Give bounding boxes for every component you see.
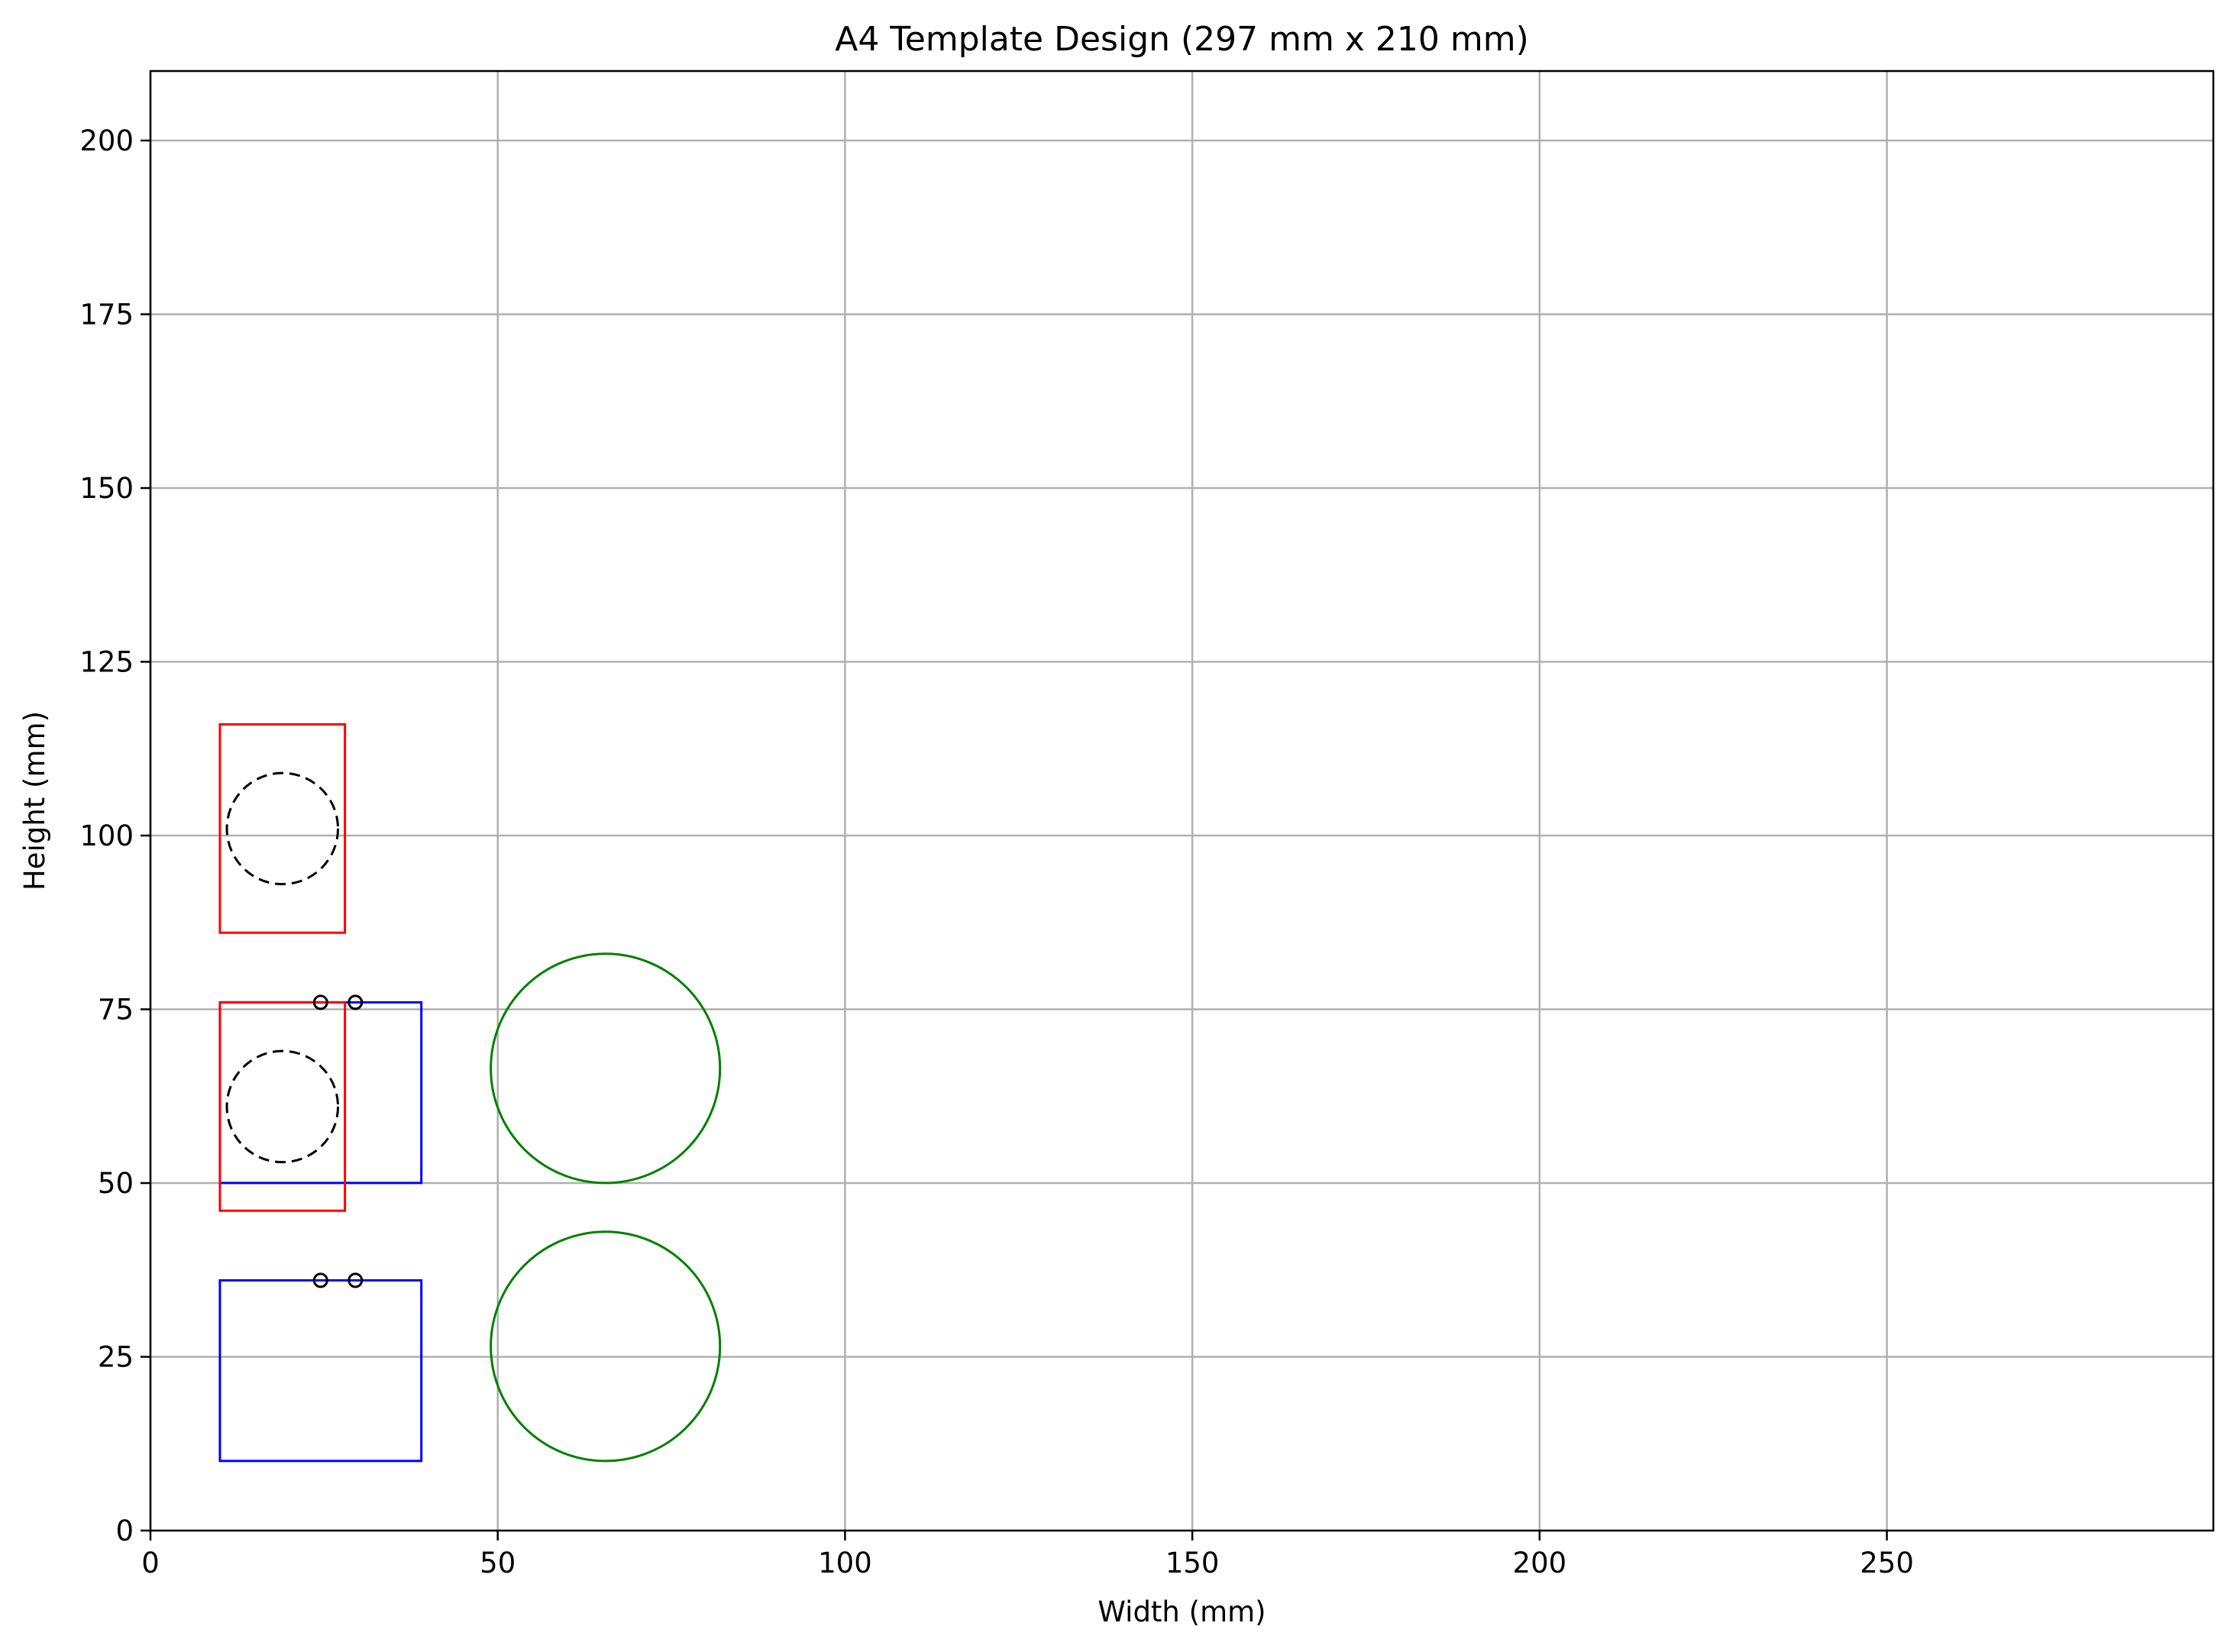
axis-ticks: 0 50 100 150 200 250 0 25 50 75 100 125 150 175 200 [79, 124, 1914, 1579]
x-tick-label: 50 [480, 1547, 516, 1579]
hole-marker [348, 1272, 364, 1288]
hole-marker [312, 1272, 328, 1288]
chart-title: A4 Template Design (297 mm x 210 mm) [835, 20, 1528, 59]
blue-rectangle [218, 1279, 423, 1463]
y-axis-label: Height (mm) [18, 711, 51, 891]
dashed-circle [225, 1049, 340, 1164]
y-tick-label: 75 [98, 994, 134, 1026]
plot-frame [149, 70, 2215, 1532]
x-tick-label: 250 [1860, 1547, 1914, 1579]
plot-shapes [218, 723, 722, 1463]
red-rectangle [218, 1001, 347, 1212]
red-rectangle [218, 723, 347, 934]
y-tick-label: 200 [79, 124, 134, 157]
y-tick-label: 25 [98, 1341, 134, 1374]
grid-lines [149, 71, 2213, 1532]
hole-marker [348, 994, 364, 1010]
x-tick-label: 200 [1513, 1547, 1567, 1579]
y-tick-label: 0 [115, 1515, 134, 1547]
y-tick-label: 175 [79, 299, 134, 331]
green-circle [490, 952, 722, 1185]
x-tick-label: 150 [1165, 1547, 1220, 1579]
hole-marker [312, 994, 328, 1010]
y-tick-label: 100 [79, 820, 134, 852]
y-tick-label: 50 [98, 1167, 134, 1200]
green-circle [490, 1230, 722, 1463]
x-tick-label: 0 [141, 1547, 160, 1579]
x-axis-label: Width (mm) [1097, 1595, 1266, 1628]
x-tick-label: 100 [818, 1547, 872, 1579]
y-tick-label: 125 [79, 646, 134, 679]
y-tick-label: 150 [79, 472, 134, 505]
dashed-circle [225, 771, 340, 886]
